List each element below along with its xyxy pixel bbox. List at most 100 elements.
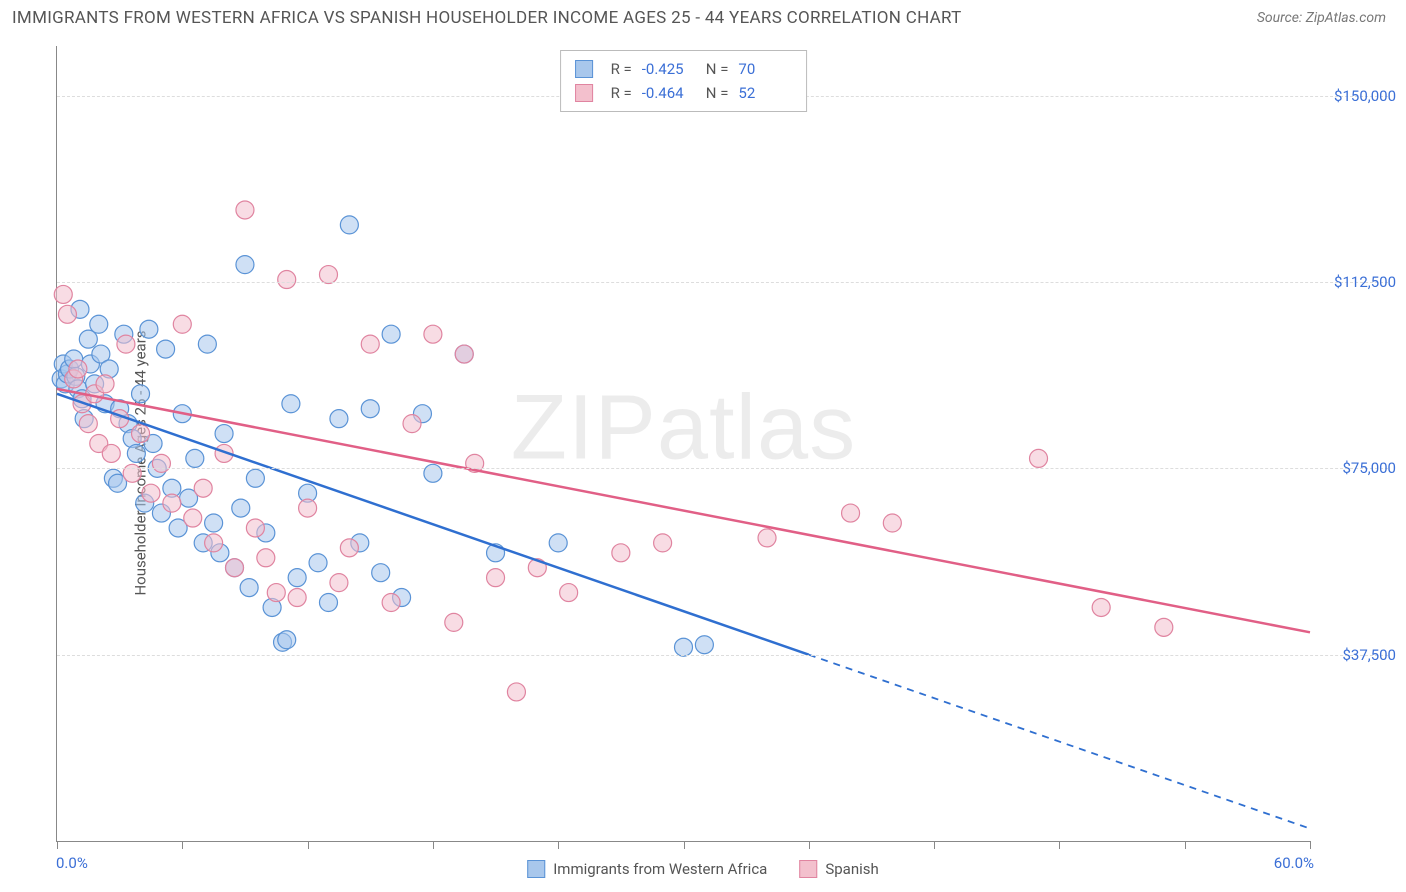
data-point xyxy=(157,340,175,358)
data-point xyxy=(69,360,87,378)
data-point xyxy=(695,636,713,654)
y-tick-label: $37,500 xyxy=(1342,646,1396,664)
y-tick-label: $75,000 xyxy=(1342,459,1396,477)
data-point xyxy=(194,479,212,497)
data-point xyxy=(299,499,317,517)
data-point xyxy=(282,395,300,413)
data-point xyxy=(163,494,181,512)
data-point xyxy=(1155,618,1173,636)
x-max-label: 60.0% xyxy=(1274,854,1314,872)
x-tick xyxy=(1059,841,1060,849)
data-point xyxy=(205,514,223,532)
data-point xyxy=(309,554,327,572)
data-point xyxy=(96,375,114,393)
chart-area: Householder Income Ages 25 - 44 years ZI… xyxy=(0,34,1406,892)
data-point xyxy=(372,564,390,582)
data-point xyxy=(240,579,258,597)
data-point xyxy=(445,613,463,631)
r-value: -0.425 xyxy=(642,57,696,81)
x-tick xyxy=(558,841,559,849)
data-point xyxy=(267,584,285,602)
data-point xyxy=(382,325,400,343)
legend-swatch xyxy=(575,60,593,78)
data-point xyxy=(215,425,233,443)
series-legend-item: Spanish xyxy=(799,860,878,878)
data-point xyxy=(612,544,630,562)
x-tick xyxy=(934,841,935,849)
data-point xyxy=(186,449,204,467)
n-value: 70 xyxy=(738,57,792,81)
n-label: N = xyxy=(706,81,729,105)
data-point xyxy=(257,549,275,567)
data-point xyxy=(123,464,141,482)
data-point xyxy=(140,320,158,338)
data-point xyxy=(361,400,379,418)
series-legend: Immigrants from Western Africa Spanish xyxy=(527,860,879,878)
x-tick xyxy=(433,841,434,849)
data-point xyxy=(842,504,860,522)
data-point xyxy=(319,266,337,284)
data-point xyxy=(654,534,672,552)
x-tick xyxy=(684,841,685,849)
gridline xyxy=(57,468,1388,469)
data-point xyxy=(675,638,693,656)
data-point xyxy=(152,454,170,472)
data-point xyxy=(1030,449,1048,467)
data-point xyxy=(549,534,567,552)
data-point xyxy=(340,539,358,557)
legend-swatch xyxy=(527,860,545,878)
data-point xyxy=(288,569,306,587)
data-point xyxy=(560,584,578,602)
data-point xyxy=(205,534,223,552)
data-point xyxy=(79,415,97,433)
data-point xyxy=(319,594,337,612)
source-link[interactable]: ZipAtlas.com xyxy=(1306,10,1386,26)
data-point xyxy=(54,285,72,303)
data-point xyxy=(173,315,191,333)
x-tick xyxy=(182,841,183,849)
legend-swatch xyxy=(575,84,593,102)
r-value: -0.464 xyxy=(642,81,696,105)
correlation-legend: R = -0.425 N = 70 R = -0.464 N = 52 xyxy=(560,50,808,112)
data-point xyxy=(403,415,421,433)
data-point xyxy=(236,201,254,219)
series-label: Spanish xyxy=(825,860,878,878)
data-point xyxy=(232,499,250,517)
data-point xyxy=(132,425,150,443)
gridline xyxy=(57,655,1388,656)
data-point xyxy=(236,256,254,274)
series-legend-item: Immigrants from Western Africa xyxy=(527,860,767,878)
x-tick xyxy=(809,841,810,849)
series-label: Immigrants from Western Africa xyxy=(553,860,767,878)
y-tick-label: $112,500 xyxy=(1334,273,1396,291)
data-point xyxy=(382,594,400,612)
data-point xyxy=(1092,598,1110,616)
n-label: N = xyxy=(706,57,729,81)
correlation-legend-row: R = -0.425 N = 70 xyxy=(575,57,793,81)
x-tick xyxy=(1185,841,1186,849)
r-label: R = xyxy=(611,57,632,81)
plot-svg xyxy=(57,46,1310,841)
correlation-legend-row: R = -0.464 N = 52 xyxy=(575,81,793,105)
n-value: 52 xyxy=(738,81,792,105)
data-point xyxy=(424,325,442,343)
r-label: R = xyxy=(611,81,632,105)
data-point xyxy=(455,345,473,363)
chart-title: IMMIGRANTS FROM WESTERN AFRICA VS SPANIS… xyxy=(12,8,962,28)
data-point xyxy=(361,335,379,353)
data-point xyxy=(198,335,216,353)
data-point xyxy=(246,519,264,537)
data-point xyxy=(142,484,160,502)
data-point xyxy=(758,529,776,547)
data-point xyxy=(117,335,135,353)
data-point xyxy=(507,683,525,701)
data-point xyxy=(330,574,348,592)
data-point xyxy=(102,444,120,462)
data-point xyxy=(340,216,358,234)
x-min-label: 0.0% xyxy=(56,854,88,872)
data-point xyxy=(278,271,296,289)
plot-region: ZIPatlas R =-0.425N =70R =-0.464N =52 $3… xyxy=(56,46,1310,842)
data-point xyxy=(278,631,296,649)
y-tick-label: $150,000 xyxy=(1334,87,1396,105)
regression-line-extrapolated xyxy=(809,655,1310,829)
